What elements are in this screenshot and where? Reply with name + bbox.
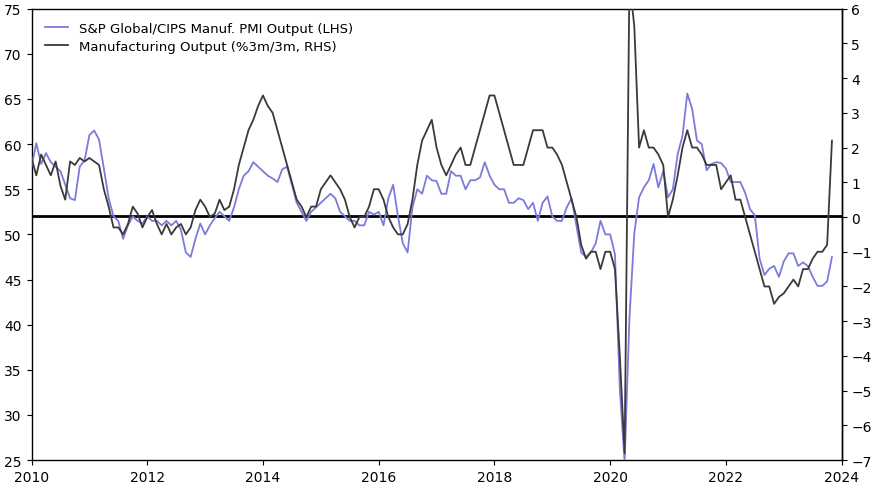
S&P Global/CIPS Manuf. PMI Output (LHS) [132,219,143,224]
Line: Manufacturing Output (%3m/3m, RHS): Manufacturing Output (%3m/3m, RHS) [32,0,832,453]
Line: S&P Global/CIPS Manuf. PMI Output (LHS): S&P Global/CIPS Manuf. PMI Output (LHS) [32,94,832,462]
Legend: S&P Global/CIPS Manuf. PMI Output (LHS), Manufacturing Output (%3m/3m, RHS): S&P Global/CIPS Manuf. PMI Output (LHS),… [39,16,360,61]
Manufacturing Output (%3m/3m, RHS) [132,211,143,217]
S&P Global/CIPS Manuf. PMI Output (LHS) [138,221,148,227]
Manufacturing Output (%3m/3m, RHS) [436,163,447,168]
S&P Global/CIPS Manuf. PMI Output (LHS) [311,205,321,211]
S&P Global/CIPS Manuf. PMI Output (LHS) [619,459,630,465]
S&P Global/CIPS Manuf. PMI Output (LHS) [26,164,37,170]
S&P Global/CIPS Manuf. PMI Output (LHS) [552,219,562,224]
Manufacturing Output (%3m/3m, RHS) [311,204,321,210]
S&P Global/CIPS Manuf. PMI Output (LHS) [827,255,837,261]
Manufacturing Output (%3m/3m, RHS) [619,450,630,456]
Manufacturing Output (%3m/3m, RHS) [552,152,562,158]
S&P Global/CIPS Manuf. PMI Output (LHS) [427,178,437,184]
Manufacturing Output (%3m/3m, RHS) [427,118,437,123]
Manufacturing Output (%3m/3m, RHS) [827,139,837,144]
S&P Global/CIPS Manuf. PMI Output (LHS) [436,191,447,197]
Manufacturing Output (%3m/3m, RHS) [26,156,37,162]
Manufacturing Output (%3m/3m, RHS) [138,225,148,231]
S&P Global/CIPS Manuf. PMI Output (LHS) [682,91,693,97]
